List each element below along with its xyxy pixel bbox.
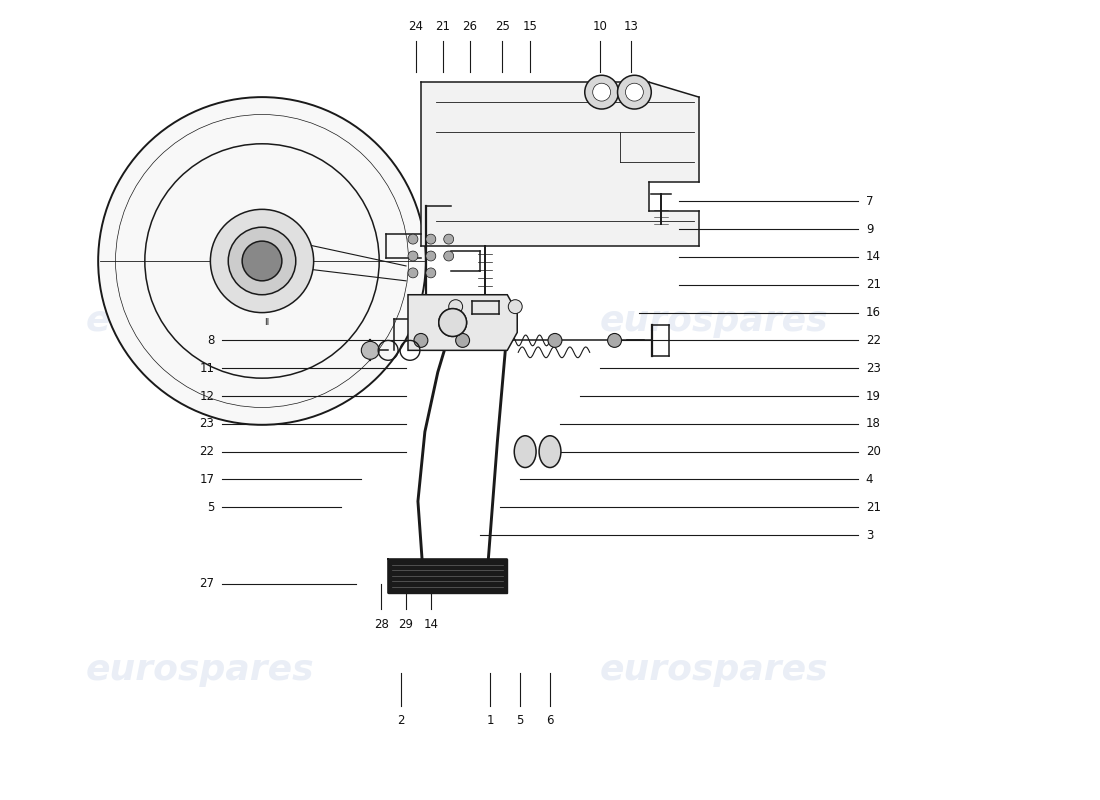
Text: 3: 3 xyxy=(866,529,873,542)
Text: 6: 6 xyxy=(547,714,553,727)
Text: 14: 14 xyxy=(424,618,438,631)
Circle shape xyxy=(508,300,522,314)
Circle shape xyxy=(408,234,418,244)
Circle shape xyxy=(626,83,644,101)
Text: 1: 1 xyxy=(486,714,494,727)
Circle shape xyxy=(426,268,436,278)
Circle shape xyxy=(439,309,466,337)
Text: 14: 14 xyxy=(866,250,881,263)
Text: 29: 29 xyxy=(398,618,414,631)
Text: 26: 26 xyxy=(462,19,477,33)
Circle shape xyxy=(98,97,426,425)
Polygon shape xyxy=(421,82,698,246)
Text: eurospares: eurospares xyxy=(600,303,828,338)
Text: 22: 22 xyxy=(199,445,214,458)
Circle shape xyxy=(455,334,470,347)
Circle shape xyxy=(408,251,418,261)
Text: 28: 28 xyxy=(374,618,388,631)
Text: 12: 12 xyxy=(199,390,214,402)
Text: 13: 13 xyxy=(624,19,639,33)
Text: 16: 16 xyxy=(866,306,881,319)
Text: 25: 25 xyxy=(495,19,509,33)
Text: 7: 7 xyxy=(866,195,873,208)
Circle shape xyxy=(408,268,418,278)
Polygon shape xyxy=(388,559,507,593)
Circle shape xyxy=(229,227,296,294)
Text: 5: 5 xyxy=(517,714,524,727)
Text: 21: 21 xyxy=(866,501,881,514)
Text: 2: 2 xyxy=(397,714,405,727)
Circle shape xyxy=(607,334,621,347)
Text: 22: 22 xyxy=(258,259,274,273)
Text: 9: 9 xyxy=(866,222,873,236)
Circle shape xyxy=(242,241,282,281)
Circle shape xyxy=(443,234,453,244)
Circle shape xyxy=(593,83,611,101)
Circle shape xyxy=(210,210,313,313)
Text: eurospares: eurospares xyxy=(86,653,315,687)
Text: 27: 27 xyxy=(199,578,214,590)
Circle shape xyxy=(361,342,379,359)
Text: 5: 5 xyxy=(207,501,215,514)
Text: 22: 22 xyxy=(866,334,881,347)
Text: 23: 23 xyxy=(199,418,214,430)
Circle shape xyxy=(426,251,436,261)
Text: 20: 20 xyxy=(866,445,881,458)
Text: 10: 10 xyxy=(592,19,607,33)
Ellipse shape xyxy=(539,436,561,467)
Circle shape xyxy=(617,75,651,109)
Circle shape xyxy=(443,251,453,261)
Circle shape xyxy=(449,300,463,314)
Circle shape xyxy=(585,75,618,109)
Text: 24: 24 xyxy=(408,19,424,33)
Text: 23: 23 xyxy=(260,233,274,246)
Circle shape xyxy=(414,334,428,347)
Circle shape xyxy=(426,234,436,244)
Ellipse shape xyxy=(515,436,536,467)
Circle shape xyxy=(439,309,466,337)
Text: 23: 23 xyxy=(866,362,881,374)
Text: eurospares: eurospares xyxy=(86,303,315,338)
Circle shape xyxy=(548,334,562,347)
Text: 18: 18 xyxy=(866,418,881,430)
Text: 21: 21 xyxy=(436,19,450,33)
Text: 4: 4 xyxy=(866,473,873,486)
Text: eurospares: eurospares xyxy=(600,653,828,687)
Text: 15: 15 xyxy=(522,19,538,33)
Text: 19: 19 xyxy=(866,390,881,402)
Text: 17: 17 xyxy=(199,473,214,486)
Text: 11: 11 xyxy=(199,362,214,374)
Text: 8: 8 xyxy=(207,334,215,347)
Text: 21: 21 xyxy=(866,278,881,291)
Text: II: II xyxy=(264,318,270,327)
Polygon shape xyxy=(408,294,517,350)
